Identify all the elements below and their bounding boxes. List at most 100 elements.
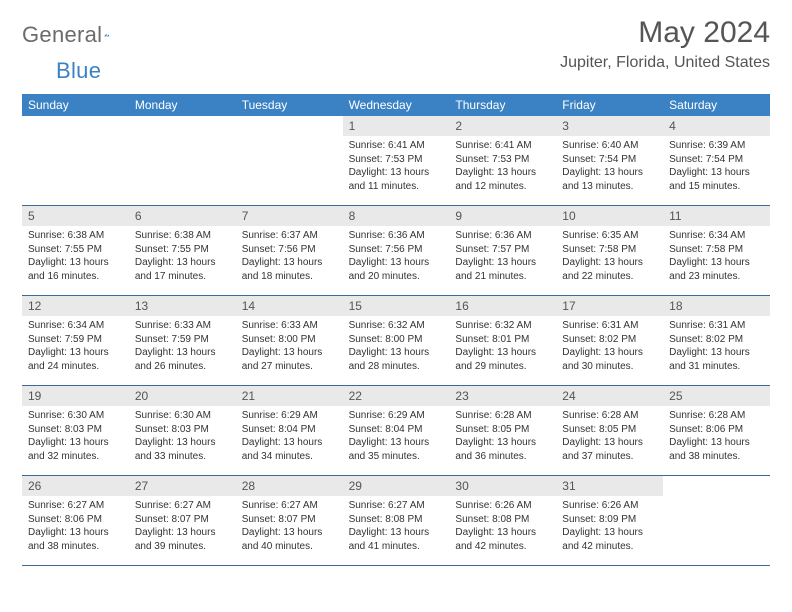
calendar-day-cell: 20Sunrise: 6:30 AMSunset: 8:03 PMDayligh… bbox=[129, 386, 236, 476]
calendar-day-cell: 25Sunrise: 6:28 AMSunset: 8:06 PMDayligh… bbox=[663, 386, 770, 476]
calendar-day-cell: 5Sunrise: 6:38 AMSunset: 7:55 PMDaylight… bbox=[22, 206, 129, 296]
calendar-page: General May 2024 Jupiter, Florida, Unite… bbox=[0, 0, 792, 582]
calendar-empty-cell: . bbox=[22, 116, 129, 206]
title-block: May 2024 Jupiter, Florida, United States bbox=[560, 16, 770, 72]
day-number: 21 bbox=[236, 386, 343, 406]
day-number: 16 bbox=[449, 296, 556, 316]
weekday-header: Saturday bbox=[663, 94, 770, 116]
weekday-header: Wednesday bbox=[343, 94, 450, 116]
day-number: 19 bbox=[22, 386, 129, 406]
weekday-header-row: SundayMondayTuesdayWednesdayThursdayFrid… bbox=[22, 94, 770, 116]
day-details: Sunrise: 6:34 AMSunset: 7:58 PMDaylight:… bbox=[663, 226, 770, 288]
weekday-header: Sunday bbox=[22, 94, 129, 116]
calendar-day-cell: 14Sunrise: 6:33 AMSunset: 8:00 PMDayligh… bbox=[236, 296, 343, 386]
calendar-day-cell: 4Sunrise: 6:39 AMSunset: 7:54 PMDaylight… bbox=[663, 116, 770, 206]
calendar-day-cell: 13Sunrise: 6:33 AMSunset: 7:59 PMDayligh… bbox=[129, 296, 236, 386]
calendar-day-cell: 18Sunrise: 6:31 AMSunset: 8:02 PMDayligh… bbox=[663, 296, 770, 386]
calendar-day-cell: 17Sunrise: 6:31 AMSunset: 8:02 PMDayligh… bbox=[556, 296, 663, 386]
calendar-day-cell: 11Sunrise: 6:34 AMSunset: 7:58 PMDayligh… bbox=[663, 206, 770, 296]
calendar-day-cell: 31Sunrise: 6:26 AMSunset: 8:09 PMDayligh… bbox=[556, 476, 663, 566]
calendar-empty-cell: . bbox=[129, 116, 236, 206]
calendar-week-row: 5Sunrise: 6:38 AMSunset: 7:55 PMDaylight… bbox=[22, 206, 770, 296]
day-details: Sunrise: 6:27 AMSunset: 8:07 PMDaylight:… bbox=[129, 496, 236, 558]
weekday-header: Friday bbox=[556, 94, 663, 116]
calendar-day-cell: 3Sunrise: 6:40 AMSunset: 7:54 PMDaylight… bbox=[556, 116, 663, 206]
logo: General bbox=[22, 22, 132, 48]
day-details: Sunrise: 6:28 AMSunset: 8:06 PMDaylight:… bbox=[663, 406, 770, 468]
day-details: Sunrise: 6:39 AMSunset: 7:54 PMDaylight:… bbox=[663, 136, 770, 198]
day-number: 28 bbox=[236, 476, 343, 496]
calendar-day-cell: 23Sunrise: 6:28 AMSunset: 8:05 PMDayligh… bbox=[449, 386, 556, 476]
logo-text-b: Blue bbox=[56, 58, 101, 84]
day-number: 31 bbox=[556, 476, 663, 496]
day-details: Sunrise: 6:30 AMSunset: 8:03 PMDaylight:… bbox=[129, 406, 236, 468]
day-number: 13 bbox=[129, 296, 236, 316]
day-number: 14 bbox=[236, 296, 343, 316]
calendar-day-cell: 21Sunrise: 6:29 AMSunset: 8:04 PMDayligh… bbox=[236, 386, 343, 476]
day-number: 11 bbox=[663, 206, 770, 226]
calendar-body: ...1Sunrise: 6:41 AMSunset: 7:53 PMDayli… bbox=[22, 116, 770, 566]
calendar-day-cell: 16Sunrise: 6:32 AMSunset: 8:01 PMDayligh… bbox=[449, 296, 556, 386]
weekday-header: Thursday bbox=[449, 94, 556, 116]
day-number: 4 bbox=[663, 116, 770, 136]
calendar-day-cell: 10Sunrise: 6:35 AMSunset: 7:58 PMDayligh… bbox=[556, 206, 663, 296]
month-title: May 2024 bbox=[560, 16, 770, 50]
day-number: 7 bbox=[236, 206, 343, 226]
day-number: 10 bbox=[556, 206, 663, 226]
day-number: 5 bbox=[22, 206, 129, 226]
day-details: Sunrise: 6:26 AMSunset: 8:09 PMDaylight:… bbox=[556, 496, 663, 558]
day-number: 30 bbox=[449, 476, 556, 496]
day-details: Sunrise: 6:29 AMSunset: 8:04 PMDaylight:… bbox=[343, 406, 450, 468]
calendar-day-cell: 26Sunrise: 6:27 AMSunset: 8:06 PMDayligh… bbox=[22, 476, 129, 566]
day-number: 8 bbox=[343, 206, 450, 226]
logo-text-a: General bbox=[22, 22, 102, 48]
weekday-header: Tuesday bbox=[236, 94, 343, 116]
day-details: Sunrise: 6:38 AMSunset: 7:55 PMDaylight:… bbox=[22, 226, 129, 288]
day-number: 25 bbox=[663, 386, 770, 406]
calendar-day-cell: 15Sunrise: 6:32 AMSunset: 8:00 PMDayligh… bbox=[343, 296, 450, 386]
day-details: Sunrise: 6:32 AMSunset: 8:01 PMDaylight:… bbox=[449, 316, 556, 378]
day-number: 20 bbox=[129, 386, 236, 406]
day-details: Sunrise: 6:41 AMSunset: 7:53 PMDaylight:… bbox=[343, 136, 450, 198]
calendar-day-cell: 6Sunrise: 6:38 AMSunset: 7:55 PMDaylight… bbox=[129, 206, 236, 296]
day-details: Sunrise: 6:31 AMSunset: 8:02 PMDaylight:… bbox=[556, 316, 663, 378]
day-number: 9 bbox=[449, 206, 556, 226]
calendar-week-row: 19Sunrise: 6:30 AMSunset: 8:03 PMDayligh… bbox=[22, 386, 770, 476]
day-details: Sunrise: 6:31 AMSunset: 8:02 PMDaylight:… bbox=[663, 316, 770, 378]
day-number: 23 bbox=[449, 386, 556, 406]
day-details: Sunrise: 6:29 AMSunset: 8:04 PMDaylight:… bbox=[236, 406, 343, 468]
day-details: Sunrise: 6:27 AMSunset: 8:06 PMDaylight:… bbox=[22, 496, 129, 558]
weekday-header: Monday bbox=[129, 94, 236, 116]
day-number: 27 bbox=[129, 476, 236, 496]
calendar-day-cell: 30Sunrise: 6:26 AMSunset: 8:08 PMDayligh… bbox=[449, 476, 556, 566]
day-details: Sunrise: 6:33 AMSunset: 7:59 PMDaylight:… bbox=[129, 316, 236, 378]
calendar-empty-cell: . bbox=[663, 476, 770, 566]
day-details: Sunrise: 6:28 AMSunset: 8:05 PMDaylight:… bbox=[449, 406, 556, 468]
calendar-week-row: 12Sunrise: 6:34 AMSunset: 7:59 PMDayligh… bbox=[22, 296, 770, 386]
day-details: Sunrise: 6:38 AMSunset: 7:55 PMDaylight:… bbox=[129, 226, 236, 288]
calendar-day-cell: 7Sunrise: 6:37 AMSunset: 7:56 PMDaylight… bbox=[236, 206, 343, 296]
day-details: Sunrise: 6:26 AMSunset: 8:08 PMDaylight:… bbox=[449, 496, 556, 558]
logo-mark-icon bbox=[104, 26, 109, 44]
day-details: Sunrise: 6:27 AMSunset: 8:08 PMDaylight:… bbox=[343, 496, 450, 558]
day-details: Sunrise: 6:36 AMSunset: 7:56 PMDaylight:… bbox=[343, 226, 450, 288]
day-number: 12 bbox=[22, 296, 129, 316]
calendar-day-cell: 1Sunrise: 6:41 AMSunset: 7:53 PMDaylight… bbox=[343, 116, 450, 206]
day-details: Sunrise: 6:33 AMSunset: 8:00 PMDaylight:… bbox=[236, 316, 343, 378]
day-number: 1 bbox=[343, 116, 450, 136]
day-number: 26 bbox=[22, 476, 129, 496]
location: Jupiter, Florida, United States bbox=[560, 54, 770, 72]
calendar-week-row: ...1Sunrise: 6:41 AMSunset: 7:53 PMDayli… bbox=[22, 116, 770, 206]
day-details: Sunrise: 6:36 AMSunset: 7:57 PMDaylight:… bbox=[449, 226, 556, 288]
calendar-day-cell: 28Sunrise: 6:27 AMSunset: 8:07 PMDayligh… bbox=[236, 476, 343, 566]
calendar-day-cell: 12Sunrise: 6:34 AMSunset: 7:59 PMDayligh… bbox=[22, 296, 129, 386]
calendar-week-row: 26Sunrise: 6:27 AMSunset: 8:06 PMDayligh… bbox=[22, 476, 770, 566]
day-number: 6 bbox=[129, 206, 236, 226]
day-details: Sunrise: 6:41 AMSunset: 7:53 PMDaylight:… bbox=[449, 136, 556, 198]
calendar-day-cell: 27Sunrise: 6:27 AMSunset: 8:07 PMDayligh… bbox=[129, 476, 236, 566]
calendar-day-cell: 29Sunrise: 6:27 AMSunset: 8:08 PMDayligh… bbox=[343, 476, 450, 566]
day-number: 18 bbox=[663, 296, 770, 316]
day-details: Sunrise: 6:28 AMSunset: 8:05 PMDaylight:… bbox=[556, 406, 663, 468]
calendar-empty-cell: . bbox=[236, 116, 343, 206]
day-details: Sunrise: 6:30 AMSunset: 8:03 PMDaylight:… bbox=[22, 406, 129, 468]
